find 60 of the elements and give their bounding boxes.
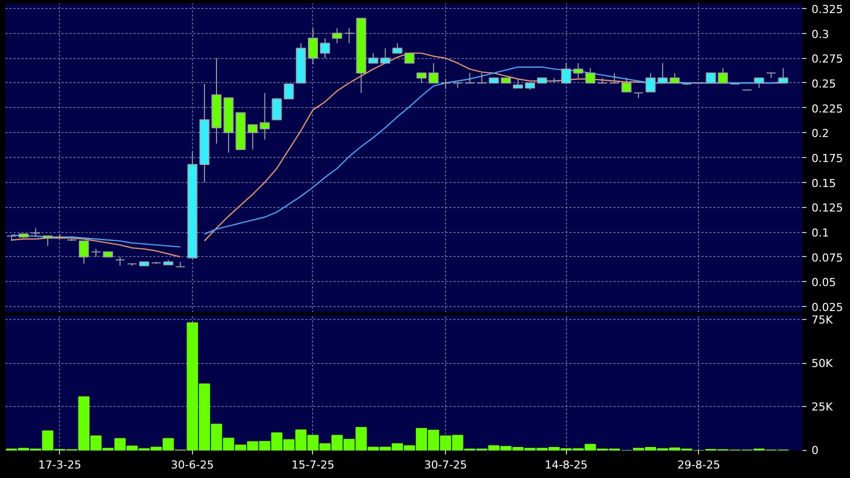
x-tick-label: 29-8-25 bbox=[677, 458, 720, 472]
y-tick-label: 0.25 bbox=[812, 77, 836, 90]
candlestick bbox=[368, 52, 378, 64]
candlestick bbox=[778, 68, 788, 84]
candlestick bbox=[452, 82, 463, 88]
candlestick bbox=[380, 48, 390, 64]
candlestick bbox=[404, 52, 414, 64]
y-tick-label: 25K bbox=[812, 400, 834, 414]
candlestick bbox=[320, 38, 330, 59]
y-tick-label: 0.275 bbox=[812, 52, 843, 66]
candlestick bbox=[284, 83, 294, 100]
candlestick bbox=[658, 62, 668, 84]
y-tick-label: 0.025 bbox=[812, 301, 843, 314]
candlestick bbox=[428, 62, 439, 84]
candlestick bbox=[766, 72, 776, 79]
candlestick bbox=[561, 62, 572, 84]
y-tick-label: 75K bbox=[812, 313, 834, 326]
y-tick-label: 50K bbox=[812, 356, 834, 370]
y-tick-label: 0.1 bbox=[812, 226, 829, 240]
x-tick-label: 30-6-25 bbox=[170, 458, 214, 472]
x-tick-label: 14-8-25 bbox=[544, 458, 588, 472]
x-tick-label: 15-7-25 bbox=[292, 458, 334, 472]
y-tick-label: 0.15 bbox=[812, 176, 836, 190]
candlestick bbox=[585, 68, 596, 84]
candlestick bbox=[609, 72, 620, 84]
y-tick-label: 0.225 bbox=[812, 102, 843, 116]
candlestick bbox=[344, 28, 354, 44]
y-tick-label: 0.3 bbox=[812, 28, 829, 41]
candlestick bbox=[248, 124, 258, 150]
y-tick-label: 0.05 bbox=[812, 276, 836, 290]
candlestick bbox=[718, 68, 728, 84]
candlestick bbox=[670, 72, 680, 84]
x-tick-label: 30-7-25 bbox=[424, 458, 468, 472]
candlestick bbox=[42, 235, 53, 246]
candlestick bbox=[597, 78, 608, 84]
candlestick bbox=[440, 78, 451, 90]
y-tick-label: 0 bbox=[812, 444, 818, 457]
candlestick bbox=[621, 78, 632, 92]
candlestick bbox=[332, 28, 342, 44]
y-tick-label: 0.075 bbox=[812, 251, 843, 264]
candlestick bbox=[6, 235, 17, 242]
candlestick bbox=[464, 72, 475, 84]
y-tick-label: 0.125 bbox=[812, 202, 843, 215]
candlestick bbox=[392, 42, 402, 54]
candlestick bbox=[754, 78, 764, 88]
candlestick bbox=[308, 28, 318, 65]
x-tick-label: 17-3-25 bbox=[38, 458, 82, 472]
y-tick-label: 0.175 bbox=[812, 152, 843, 166]
candlestick bbox=[175, 261, 186, 268]
candlestick bbox=[416, 72, 427, 84]
candlestick bbox=[646, 72, 656, 92]
candlestick bbox=[706, 72, 716, 84]
y-tick-label: 0.325 bbox=[812, 2, 843, 16]
candlestick bbox=[272, 97, 282, 120]
candlestick bbox=[260, 92, 270, 140]
candlestick bbox=[476, 72, 487, 84]
y-tick-label: 0.2 bbox=[812, 127, 829, 140]
candlestick bbox=[633, 92, 644, 98]
candlestick bbox=[78, 240, 89, 264]
candlestick bbox=[573, 62, 584, 79]
